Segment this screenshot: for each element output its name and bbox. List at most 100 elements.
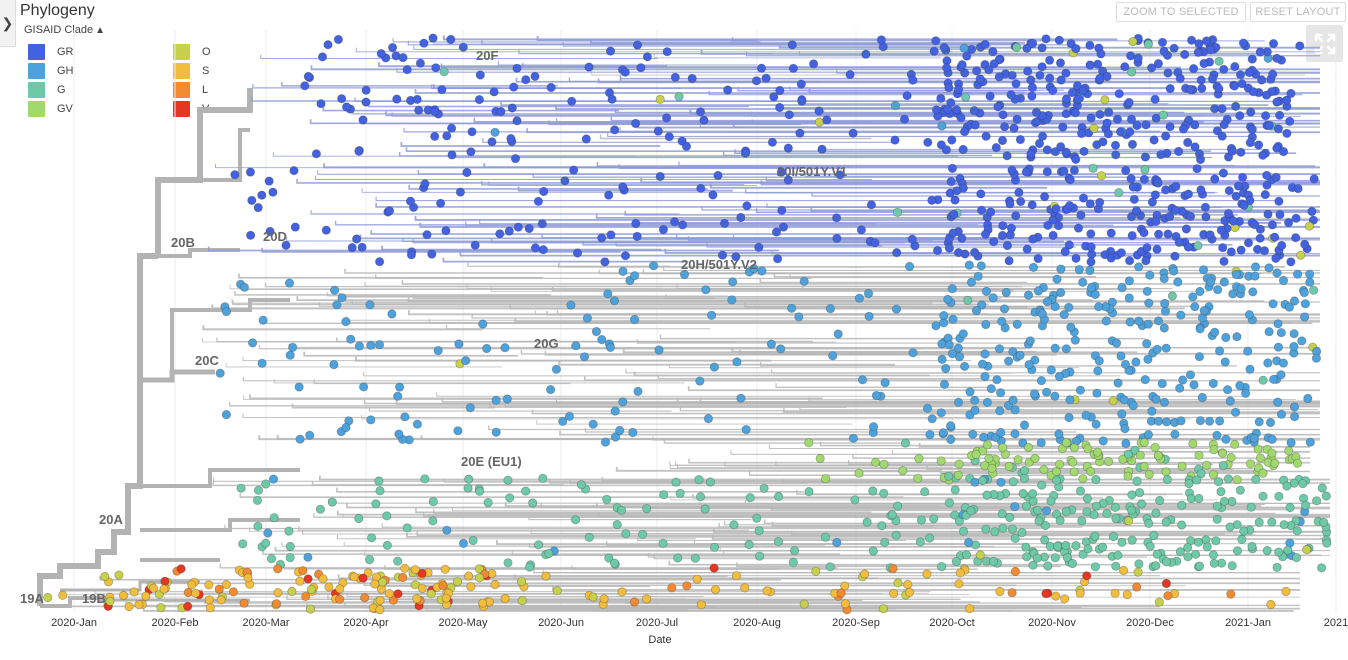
tip-node[interactable] bbox=[124, 601, 134, 612]
tip-node[interactable] bbox=[1086, 229, 1096, 239]
tip-node[interactable] bbox=[504, 226, 514, 236]
tip-node[interactable] bbox=[1183, 542, 1193, 553]
tip-node[interactable] bbox=[970, 395, 980, 405]
tip-node[interactable] bbox=[1289, 329, 1299, 339]
tip-node[interactable] bbox=[1277, 240, 1287, 251]
tip-node[interactable] bbox=[1124, 276, 1135, 286]
tip-node[interactable] bbox=[318, 574, 328, 584]
tip-node[interactable] bbox=[1050, 553, 1060, 563]
tip-node[interactable] bbox=[252, 495, 262, 505]
tip-node[interactable] bbox=[835, 170, 845, 180]
tip-node[interactable] bbox=[1212, 126, 1223, 136]
tip-node[interactable] bbox=[1110, 588, 1120, 598]
tip-node[interactable] bbox=[1065, 395, 1075, 405]
tip-node[interactable] bbox=[1153, 58, 1164, 69]
tip-node[interactable] bbox=[1147, 63, 1157, 73]
tip-node[interactable] bbox=[538, 245, 548, 255]
tip-node[interactable] bbox=[1075, 486, 1086, 496]
tip-node[interactable] bbox=[363, 568, 373, 578]
tip-node[interactable] bbox=[1268, 38, 1279, 49]
tip-node[interactable] bbox=[478, 319, 488, 329]
tip-node[interactable] bbox=[1042, 297, 1053, 307]
tip-node[interactable] bbox=[1243, 238, 1254, 248]
tip-node[interactable] bbox=[236, 483, 246, 493]
tip-node[interactable] bbox=[1125, 256, 1135, 266]
tip-node[interactable] bbox=[777, 205, 787, 215]
tip-node[interactable] bbox=[1151, 561, 1161, 571]
tip-node[interactable] bbox=[620, 251, 631, 261]
tip-node[interactable] bbox=[951, 556, 962, 567]
tip-node[interactable] bbox=[1254, 140, 1264, 150]
tip-node[interactable] bbox=[936, 456, 946, 466]
tip-node[interactable] bbox=[892, 207, 903, 217]
tip-node[interactable] bbox=[943, 104, 953, 115]
tip-node[interactable] bbox=[1083, 444, 1093, 454]
tip-node[interactable] bbox=[1117, 537, 1127, 548]
tip-node[interactable] bbox=[159, 584, 169, 594]
tip-node[interactable] bbox=[695, 107, 706, 117]
tip-node[interactable] bbox=[337, 94, 347, 104]
tip-node[interactable] bbox=[997, 230, 1008, 241]
tip-node[interactable] bbox=[384, 588, 394, 599]
tip-node[interactable] bbox=[840, 599, 850, 609]
tip-node[interactable] bbox=[927, 195, 937, 205]
tip-node[interactable] bbox=[667, 583, 677, 593]
tip-node[interactable] bbox=[1108, 531, 1119, 542]
tip-node[interactable] bbox=[947, 163, 958, 173]
tip-node[interactable] bbox=[1007, 588, 1017, 598]
tip-node[interactable] bbox=[427, 249, 437, 259]
tip-node[interactable] bbox=[1145, 541, 1155, 551]
tip-node[interactable] bbox=[1228, 216, 1239, 226]
tip-node[interactable] bbox=[1254, 417, 1264, 427]
tip-node[interactable] bbox=[1073, 94, 1084, 104]
tip-node[interactable] bbox=[357, 242, 367, 252]
tip-node[interactable] bbox=[1121, 165, 1131, 176]
tip-node[interactable] bbox=[458, 42, 468, 52]
tip-node[interactable] bbox=[1193, 537, 1204, 547]
tip-node[interactable] bbox=[1236, 245, 1246, 255]
tip-node[interactable] bbox=[334, 594, 345, 604]
tip-node[interactable] bbox=[264, 176, 274, 186]
tip-node[interactable] bbox=[1127, 490, 1137, 500]
tip-node[interactable] bbox=[1278, 147, 1289, 157]
tip-node[interactable] bbox=[1078, 549, 1088, 559]
tip-node[interactable] bbox=[329, 359, 339, 370]
tip-node[interactable] bbox=[478, 598, 488, 608]
tip-node[interactable] bbox=[1064, 412, 1074, 423]
tip-node[interactable] bbox=[464, 474, 474, 484]
tip-node[interactable] bbox=[1208, 378, 1218, 389]
tip-node[interactable] bbox=[605, 46, 616, 56]
tip-node[interactable] bbox=[1262, 180, 1272, 190]
tip-node[interactable] bbox=[856, 225, 867, 235]
tip-node[interactable] bbox=[1125, 317, 1135, 327]
tip-node[interactable] bbox=[458, 538, 469, 549]
tip-node[interactable] bbox=[599, 594, 609, 604]
tip-node[interactable] bbox=[1162, 474, 1172, 485]
tip-node[interactable] bbox=[1116, 248, 1127, 258]
tip-node[interactable] bbox=[1041, 588, 1051, 599]
tip-node[interactable] bbox=[621, 529, 631, 539]
tip-node[interactable] bbox=[1110, 502, 1120, 512]
tip-node[interactable] bbox=[438, 580, 448, 591]
tip-node[interactable] bbox=[980, 39, 990, 50]
tip-node[interactable] bbox=[530, 243, 541, 253]
tip-node[interactable] bbox=[948, 228, 958, 238]
tip-node[interactable] bbox=[963, 537, 974, 548]
tip-node[interactable] bbox=[1281, 586, 1291, 597]
tip-node[interactable] bbox=[1142, 286, 1152, 296]
tip-node[interactable] bbox=[1227, 561, 1237, 571]
tip-node[interactable] bbox=[1190, 142, 1200, 152]
tip-node[interactable] bbox=[742, 201, 752, 211]
tip-node[interactable] bbox=[981, 524, 991, 534]
tip-node[interactable] bbox=[929, 514, 939, 524]
tip-node[interactable] bbox=[600, 257, 610, 267]
tip-node[interactable] bbox=[870, 238, 880, 248]
tip-node[interactable] bbox=[1232, 332, 1242, 342]
tip-node[interactable] bbox=[1050, 343, 1060, 353]
tip-node[interactable] bbox=[1028, 38, 1038, 49]
tip-node[interactable] bbox=[243, 573, 253, 583]
tip-node[interactable] bbox=[533, 540, 544, 550]
tip-node[interactable] bbox=[976, 261, 986, 271]
tip-node[interactable] bbox=[1071, 43, 1081, 54]
tip-node[interactable] bbox=[1267, 517, 1277, 527]
